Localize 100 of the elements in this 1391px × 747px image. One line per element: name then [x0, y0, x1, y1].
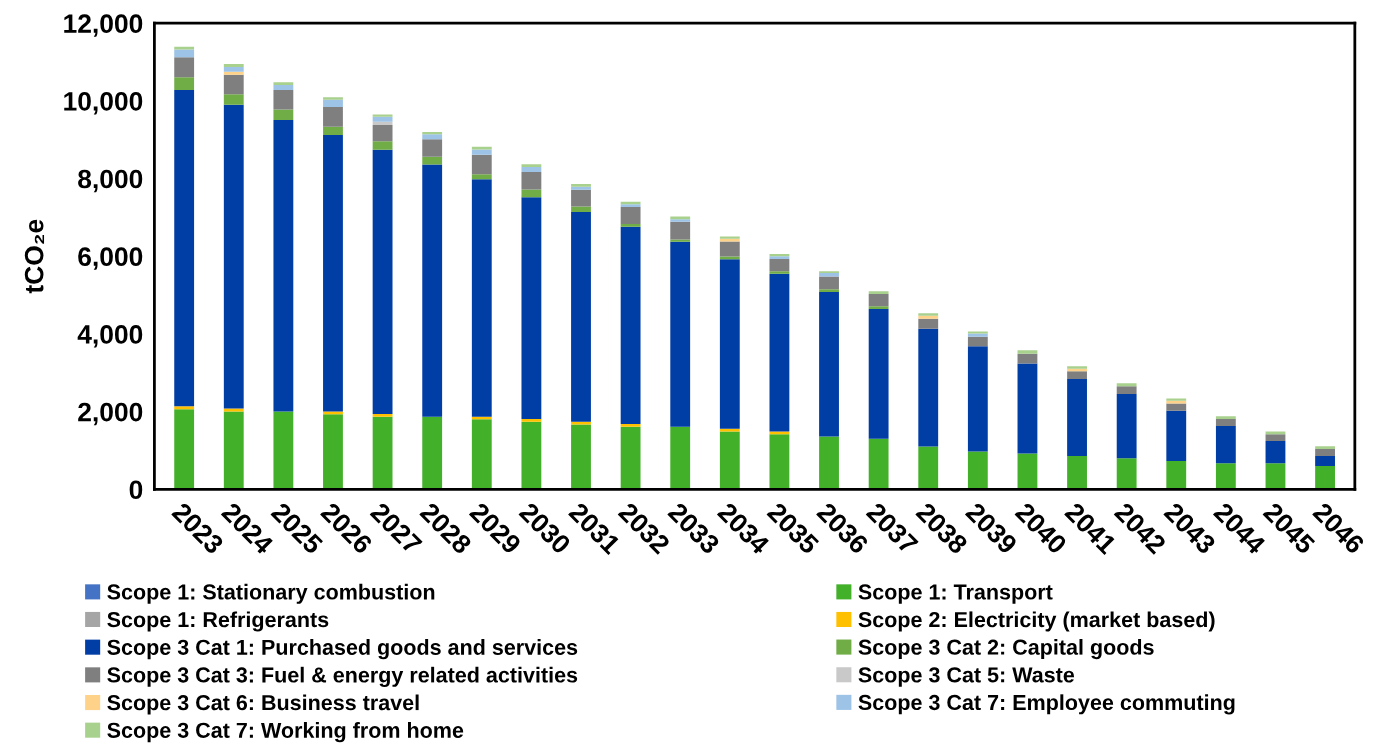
- bar: [918, 328, 939, 447]
- bar: [1265, 431, 1286, 435]
- bar: [719, 241, 740, 257]
- bar: [1116, 386, 1137, 395]
- bar: [868, 306, 889, 310]
- bar: [1116, 394, 1137, 459]
- bar: [323, 99, 343, 108]
- bar: [223, 63, 244, 68]
- bar: [1067, 371, 1087, 379]
- y-tick-label: 2,000: [78, 402, 143, 426]
- bar: [422, 164, 443, 417]
- bar: [174, 77, 195, 90]
- bar: [1265, 441, 1286, 464]
- bar: [174, 46, 195, 50]
- bar: [521, 164, 542, 167]
- legend-label: Scope 3 Cat 1: Purchased goods and services: [107, 639, 578, 660]
- bar: [1017, 363, 1038, 454]
- bar: [273, 119, 294, 412]
- bar: [1215, 418, 1236, 426]
- bar: [769, 271, 790, 274]
- bar: [422, 134, 443, 140]
- bar: [1265, 434, 1286, 442]
- y-tick-label: 12,000: [64, 14, 143, 37]
- legend-label: Scope 1: Transport: [858, 584, 1053, 604]
- bar: [372, 116, 393, 122]
- bar: [670, 426, 691, 490]
- bar: [471, 154, 492, 175]
- bar: [521, 189, 542, 198]
- bar: [372, 114, 393, 117]
- bar: [1315, 446, 1335, 449]
- bar: [372, 413, 393, 417]
- bar: [422, 139, 443, 157]
- bar: [323, 97, 343, 100]
- bar: [868, 293, 889, 307]
- bar: [323, 414, 343, 490]
- bar: [1017, 453, 1038, 490]
- bar: [521, 421, 542, 490]
- bar: [273, 82, 294, 85]
- bar: [521, 197, 542, 419]
- bar: [819, 291, 839, 437]
- bar: [967, 346, 988, 452]
- bar: [769, 258, 790, 272]
- bar: [1116, 458, 1137, 490]
- bar: [223, 104, 244, 409]
- bar: [620, 426, 641, 490]
- bar: [521, 166, 542, 172]
- legend-label: Scope 2: Electricity (market based): [858, 611, 1215, 632]
- bar: [223, 67, 244, 72]
- bar: [273, 84, 294, 90]
- bar: [868, 438, 889, 490]
- bar: [670, 221, 691, 240]
- legend-label: Scope 1: Refrigerants: [107, 611, 329, 632]
- bar: [323, 107, 343, 127]
- bar: [967, 336, 988, 347]
- bar: [918, 318, 939, 329]
- bar: [769, 434, 790, 490]
- y-tick-label: 4,000: [77, 325, 143, 348]
- bar: [769, 431, 790, 435]
- bar: [1315, 455, 1335, 466]
- bar: [174, 409, 195, 490]
- bar: [620, 223, 641, 227]
- bar: [372, 141, 393, 150]
- bar: [174, 57, 195, 78]
- bar: [174, 406, 195, 410]
- bar: [521, 171, 542, 190]
- bar: [223, 74, 244, 95]
- bar: [223, 408, 244, 412]
- bar: [1166, 410, 1187, 461]
- legend-label: Scope 3 Cat 2: Capital goods: [858, 639, 1154, 660]
- legend-label: Scope 1: Stationary combustion: [107, 583, 435, 604]
- bar: [1265, 463, 1286, 490]
- y-tick-label: 10,000: [64, 91, 143, 115]
- bar: [223, 94, 244, 105]
- bar: [571, 424, 591, 490]
- legend-label: Scope 3 Cat 7: Working from home: [107, 722, 464, 743]
- bar: [819, 436, 839, 490]
- y-tick-label: 0: [129, 480, 143, 500]
- y-axis-title: tCO₂e: [24, 219, 45, 294]
- bar: [372, 416, 393, 490]
- bar: [1166, 460, 1187, 490]
- bar: [1067, 455, 1087, 490]
- bar: [273, 411, 294, 490]
- bar: [571, 206, 591, 212]
- bar: [1215, 416, 1236, 419]
- legend-label: Scope 3 Cat 5: Waste: [858, 667, 1075, 687]
- bar: [571, 189, 591, 207]
- bar: [372, 149, 393, 414]
- bar: [1166, 403, 1187, 411]
- y-tick-label: 8,000: [78, 169, 143, 193]
- legend-label: Scope 3 Cat 3: Fuel & energy related activities: [107, 666, 578, 687]
- bar: [571, 211, 591, 422]
- bar: [422, 416, 443, 490]
- bar: [174, 89, 195, 407]
- bar: [1067, 378, 1087, 456]
- bar: [620, 424, 641, 427]
- bar: [1215, 425, 1236, 464]
- y-tick-label: 6,000: [78, 247, 143, 270]
- bar: [273, 89, 294, 110]
- bar: [471, 174, 492, 180]
- legend-label: Scope 3 Cat 6: Business travel: [107, 694, 419, 715]
